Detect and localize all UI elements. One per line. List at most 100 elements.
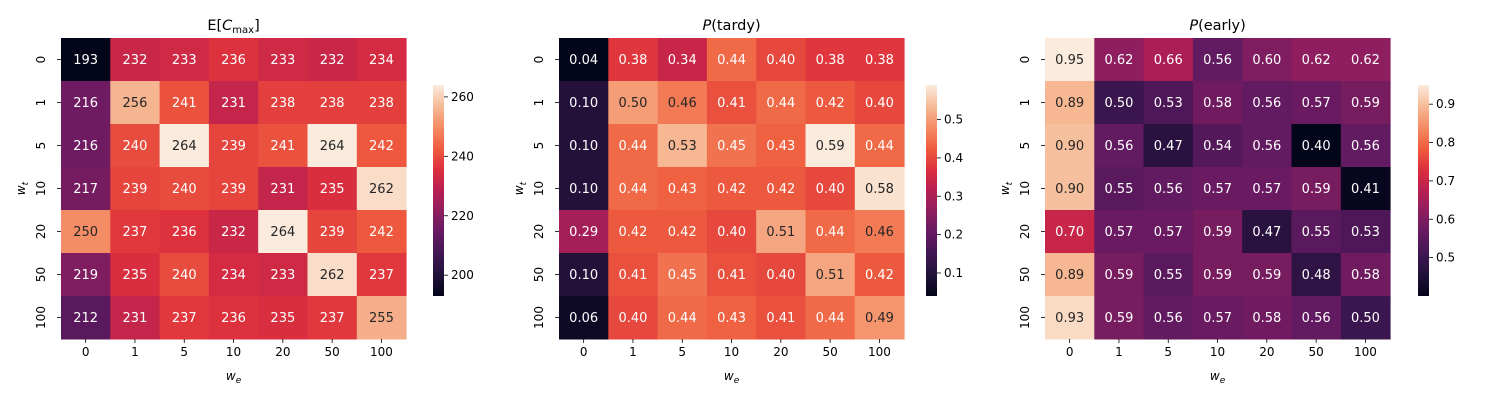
cell-value-label: 0.53 <box>668 139 697 154</box>
x-tick-label: 10 <box>1210 345 1225 359</box>
heatmap-panel-3: 0.95 0.62 0.66 0.56 0.60 0.62 0.620.89 0.50 0.53… <box>998 18 1455 386</box>
cell-value-label: 231 <box>270 182 295 197</box>
cell-value-label: 0.42 <box>766 182 795 197</box>
cell-value-label: 0.55 <box>1104 182 1133 197</box>
cell-value-label: 250 <box>73 225 98 240</box>
y-tick-label: 0 <box>532 56 546 64</box>
y-tick-label: 100 <box>1018 306 1032 329</box>
cell-value-label: 0.40 <box>766 268 795 283</box>
heatmap-cell <box>356 253 407 297</box>
cell-value-label: 0.49 <box>865 311 894 326</box>
heatmap-cell <box>159 38 210 82</box>
heatmap-cell <box>208 124 259 168</box>
cell-value-label: 0.90 <box>1055 182 1084 197</box>
heatmap-cell <box>805 38 856 82</box>
cell-value-label: 0.51 <box>816 268 845 283</box>
heatmap-cell <box>1094 210 1145 254</box>
heatmap-cell <box>1094 38 1145 82</box>
cell-value-label: 239 <box>320 225 345 240</box>
y-tick-label: 50 <box>532 267 546 282</box>
cell-value-label: 0.44 <box>766 96 795 111</box>
heatmap-cell <box>706 81 757 125</box>
heatmap-cell <box>258 38 308 82</box>
cell-value-label: 238 <box>369 96 394 111</box>
x-tick-label: 100 <box>370 345 393 359</box>
cell-value-label: 0.58 <box>1252 311 1281 326</box>
x-tick-label: 10 <box>724 345 739 359</box>
cell-value-label: 0.44 <box>816 225 845 240</box>
cell-value-label: 255 <box>369 311 394 326</box>
y-tick-label: 20 <box>34 224 48 239</box>
colorbar-tick-label: 0.5 <box>1436 251 1455 265</box>
heatmap-cell <box>559 81 609 125</box>
heatmap-cell <box>805 253 856 297</box>
heatmap-cell <box>756 210 806 254</box>
cell-value-label: 0.44 <box>668 311 697 326</box>
cell-value-label: 0.50 <box>1104 96 1133 111</box>
cell-value-label: 0.59 <box>1302 182 1331 197</box>
x-tick-label: 50 <box>823 345 838 359</box>
heatmap-cell <box>854 38 905 82</box>
heatmap-cell <box>307 38 358 82</box>
cell-value-label: 0.95 <box>1055 53 1084 68</box>
cell-value-label: 0.56 <box>1252 96 1281 111</box>
heatmap-cell <box>1094 81 1145 125</box>
cell-value-label: 0.48 <box>1302 268 1331 283</box>
colorbar-tick-label: 0.4 <box>944 151 963 165</box>
heatmap-cell <box>1192 296 1243 340</box>
cell-value-label: 0.45 <box>717 139 746 154</box>
cell-value-label: 0.89 <box>1055 268 1084 283</box>
cell-value-label: 0.50 <box>618 96 647 111</box>
heatmap-cell <box>1192 167 1243 211</box>
cell-value-label: 212 <box>73 311 98 326</box>
y-tick-label: 1 <box>34 99 48 107</box>
cell-value-label: 0.50 <box>1351 311 1380 326</box>
y-tick-label: 5 <box>532 142 546 150</box>
cell-value-label: 0.44 <box>816 311 845 326</box>
heatmap-cell <box>1340 210 1391 254</box>
cell-value-label: 0.06 <box>569 311 598 326</box>
cell-value-label: 0.59 <box>1203 268 1232 283</box>
heatmap-cell <box>1291 167 1342 211</box>
colorbar-tick-label: 0.5 <box>944 113 963 127</box>
heatmap-cell <box>1143 81 1194 125</box>
heatmap-cell <box>559 210 609 254</box>
y-tick-label: 20 <box>1018 224 1032 239</box>
x-tick-label: 5 <box>180 345 188 359</box>
heatmap-cell <box>559 38 609 82</box>
cell-value-label: 264 <box>172 139 197 154</box>
cell-value-label: 0.57 <box>1203 311 1232 326</box>
cell-value-label: 0.40 <box>865 96 894 111</box>
heatmap-cell <box>356 296 407 340</box>
cell-value-label: 237 <box>320 311 345 326</box>
heatmap-cell <box>356 210 407 254</box>
heatmap-cell <box>1094 124 1145 168</box>
cell-value-label: 236 <box>221 53 246 68</box>
cell-value-label: 238 <box>320 96 345 111</box>
cell-value-label: 0.40 <box>766 53 795 68</box>
cell-value-label: 0.57 <box>1104 225 1133 240</box>
cell-value-label: 216 <box>73 96 98 111</box>
heatmap-cell <box>258 210 308 254</box>
cell-value-label: 0.40 <box>618 311 647 326</box>
cell-value-label: 0.62 <box>1302 53 1331 68</box>
cell-value-label: 233 <box>270 268 295 283</box>
y-tick-label: 0 <box>34 56 48 64</box>
heatmap-cell <box>657 38 708 82</box>
heatmap-cell <box>1291 253 1342 297</box>
heatmap-cell <box>1143 253 1194 297</box>
heatmap-cell <box>1192 38 1243 82</box>
heatmap-cell <box>307 296 358 340</box>
colorbar <box>1418 85 1429 296</box>
cell-value-label: 256 <box>123 96 148 111</box>
heatmap-cell <box>356 167 407 211</box>
heatmap-cell <box>1045 38 1095 82</box>
heatmap-cell <box>258 81 308 125</box>
heatmap-cell <box>159 253 210 297</box>
heatmap-cell <box>1242 210 1292 254</box>
heatmap-cell <box>208 167 259 211</box>
cell-value-label: 240 <box>123 139 148 154</box>
heatmap-cell <box>356 81 407 125</box>
